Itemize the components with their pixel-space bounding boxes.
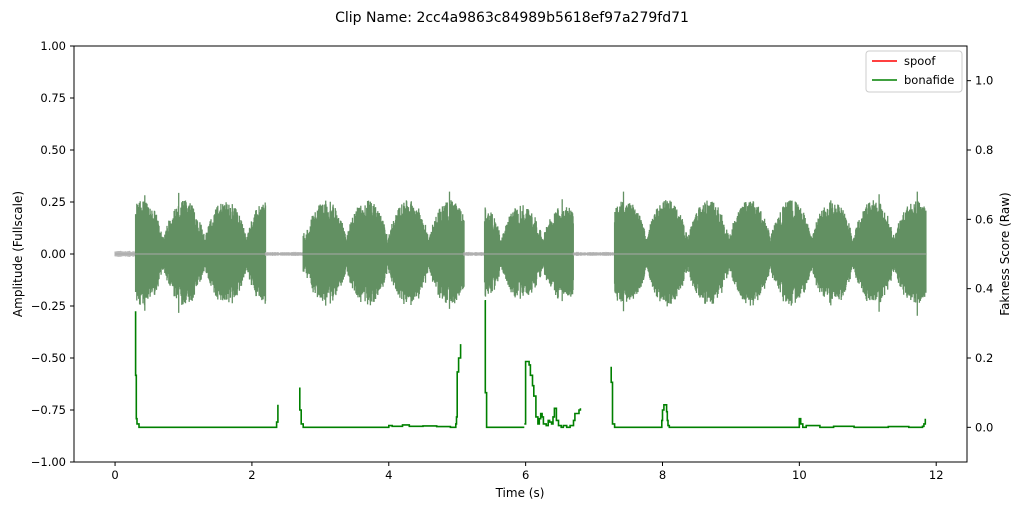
x-tick-label-1: 2 xyxy=(248,468,255,482)
series-bonafide-segment-1 xyxy=(299,344,462,429)
y-left-tick-label-8: 1.00 xyxy=(40,39,66,53)
x-tick-label-3: 6 xyxy=(522,468,529,482)
series-bonafide-segment-3 xyxy=(524,360,582,429)
series-bonafide-segment-0 xyxy=(134,311,279,429)
series-bonafide-segment-2 xyxy=(484,300,525,429)
y-left-tick-label-3: −0.25 xyxy=(31,299,66,313)
y-right-tick-label-2: 0.4 xyxy=(975,282,993,296)
y-left-tick-label-5: 0.25 xyxy=(40,195,66,209)
x-tick-label-4: 8 xyxy=(659,468,666,482)
chart-title: Clip Name: 2cc4a9863c84989b5618ef97a279f… xyxy=(335,10,689,26)
y-left-tick-label-1: −0.75 xyxy=(31,403,66,417)
y-axis-right: 0.0 0.2 0.4 0.6 0.8 1.0 xyxy=(967,74,993,434)
legend-label-spoof: spoof xyxy=(904,54,936,68)
series-bonafide-segment-4 xyxy=(610,366,927,429)
x-axis: 0 2 4 6 8 10 12 xyxy=(111,462,944,482)
x-tick-label-0: 0 xyxy=(111,468,118,482)
waveform-segment-1 xyxy=(134,192,267,313)
waveform-segment-5 xyxy=(483,199,574,302)
y-right-tick-label-0: 0.0 xyxy=(975,420,993,434)
x-tick-label-2: 4 xyxy=(385,468,392,482)
x-axis-label: Time (s) xyxy=(495,486,545,500)
y-left-tick-label-0: −1.00 xyxy=(31,455,66,469)
y-left-tick-label-2: −0.50 xyxy=(31,351,66,365)
y-right-tick-label-4: 0.8 xyxy=(975,143,993,157)
legend-label-bonafide: bonafide xyxy=(904,73,954,87)
y-left-tick-label-6: 0.50 xyxy=(40,143,66,157)
waveform xyxy=(114,191,927,316)
y-left-tick-label-7: 0.75 xyxy=(40,91,66,105)
y-axis-left-label: Amplitude (Fullscale) xyxy=(11,191,25,317)
y-right-tick-label-3: 0.6 xyxy=(975,212,993,226)
x-tick-label-6: 12 xyxy=(929,468,944,482)
y-axis-right-label: Fakness Score (Raw) xyxy=(998,192,1012,315)
y-axis-left: −1.00 −0.75 −0.50 −0.25 0.00 0.25 0.50 0.75 1.00 xyxy=(31,39,74,469)
legend: spoof bonafide xyxy=(865,50,963,93)
y-right-tick-label-5: 1.0 xyxy=(975,74,993,88)
waveform-segment-3 xyxy=(302,191,465,309)
y-right-tick-label-1: 0.2 xyxy=(975,351,993,365)
y-left-tick-label-4: 0.00 xyxy=(40,247,66,261)
x-tick-label-5: 10 xyxy=(792,468,807,482)
series-lines xyxy=(134,300,927,429)
